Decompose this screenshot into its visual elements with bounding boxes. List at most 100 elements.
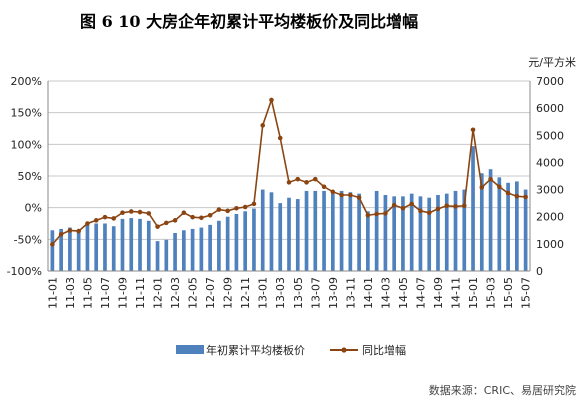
left-axis-labels: -100% -50% 0% 50% 100% 150% 200% — [7, 75, 42, 278]
line-point — [497, 184, 502, 190]
line-point — [321, 184, 327, 190]
bar — [243, 211, 248, 271]
bar — [339, 190, 344, 271]
right-tick-label: 6000 — [536, 102, 564, 115]
line-point — [426, 210, 432, 216]
right-tick-label: 2000 — [536, 211, 564, 224]
x-tick-label: 11-07 — [99, 277, 112, 309]
bar — [120, 218, 125, 271]
line-point — [295, 176, 301, 182]
bar — [479, 173, 484, 271]
line-point — [461, 203, 467, 209]
line-point — [435, 206, 441, 212]
bar — [155, 241, 160, 271]
legend-line-marker — [341, 347, 347, 353]
legend: 年初累计平均楼板价 同比增幅 — [176, 343, 406, 357]
bar — [190, 228, 195, 271]
line-point — [348, 192, 353, 198]
left-tick-label: -100% — [7, 265, 42, 278]
left-tick-label: 150% — [11, 107, 42, 120]
bar — [295, 199, 300, 271]
right-axis-labels: 0 1000 2000 3000 4000 5000 6000 7000 — [536, 75, 564, 278]
x-tick-label: 14-03 — [379, 277, 392, 309]
bar — [225, 216, 230, 271]
bar — [234, 214, 239, 271]
line-point — [120, 210, 125, 216]
line-point — [444, 203, 450, 209]
x-tick-label: 14-11 — [450, 277, 463, 309]
bar — [515, 181, 519, 271]
x-tick-label: 14-05 — [397, 277, 410, 309]
bar — [409, 193, 414, 271]
bar — [506, 182, 510, 271]
x-tick-label: 12-11 — [239, 277, 252, 309]
bar — [383, 195, 388, 271]
bar — [322, 190, 326, 271]
x-tick-label: 13-01 — [257, 277, 270, 309]
left-tick-label: 0% — [25, 202, 42, 215]
chart-title: 图 6 10 大房企年初累计平均楼板价及同比增幅 — [80, 12, 418, 31]
axes — [47, 81, 531, 272]
line-point — [339, 192, 344, 198]
left-tick-label: 200% — [11, 75, 42, 88]
bar — [50, 230, 55, 271]
bar — [392, 196, 397, 271]
bar — [453, 190, 458, 271]
x-axis-labels: 11-01 11-03 11-05 11-07 11-09 11-11 12-01 12-03… — [46, 277, 532, 309]
line-point — [164, 220, 169, 226]
bar — [217, 220, 221, 271]
line-point — [391, 202, 397, 208]
line-point — [523, 194, 528, 200]
line-point — [479, 185, 485, 190]
line-point — [102, 214, 108, 220]
line-point — [146, 211, 152, 216]
bar — [76, 230, 81, 271]
bar — [287, 197, 291, 271]
bar — [374, 190, 379, 271]
line-point — [409, 201, 414, 207]
bar — [366, 211, 370, 271]
bar — [427, 197, 432, 271]
bar — [85, 224, 90, 271]
bar — [181, 230, 186, 271]
line-point — [93, 218, 99, 223]
bar — [68, 227, 72, 271]
line-point — [172, 218, 178, 223]
x-tick-label: 11-03 — [64, 277, 77, 309]
line-point — [269, 97, 274, 103]
line-point — [277, 135, 283, 141]
line-point — [137, 209, 143, 215]
line-point — [453, 204, 458, 209]
x-tick-label: 13-05 — [292, 277, 305, 309]
line-point — [312, 176, 318, 182]
line-point — [58, 231, 64, 237]
x-tick-label: 13-07 — [309, 277, 322, 309]
x-tick-label: 12-01 — [152, 277, 165, 309]
line-point — [128, 209, 134, 214]
line-point — [225, 208, 230, 214]
bar — [497, 177, 502, 271]
bar — [313, 190, 318, 271]
x-tick-label: 15-05 — [502, 277, 515, 309]
line-point — [470, 127, 476, 133]
x-tick-label: 12-05 — [187, 277, 200, 309]
line-point — [111, 216, 117, 221]
x-tick-label: 15-07 — [520, 277, 533, 309]
line-point — [356, 195, 362, 200]
x-tick-label: 11-09 — [116, 277, 129, 309]
bar — [444, 193, 449, 271]
right-tick-label: 3000 — [536, 184, 564, 197]
line-point — [505, 190, 511, 196]
x-tick-label: 11-05 — [81, 277, 94, 309]
left-tick-label: 50% — [18, 170, 42, 183]
bar — [304, 190, 309, 271]
bar — [111, 226, 116, 271]
left-tick-label: 100% — [11, 138, 42, 151]
right-tick-label: 4000 — [536, 156, 564, 169]
x-tick-label: 15-03 — [485, 277, 498, 309]
bar — [164, 239, 169, 271]
bar — [208, 224, 212, 271]
bar — [348, 192, 353, 271]
right-tick-label: 5000 — [536, 129, 564, 142]
line-point — [418, 208, 423, 214]
